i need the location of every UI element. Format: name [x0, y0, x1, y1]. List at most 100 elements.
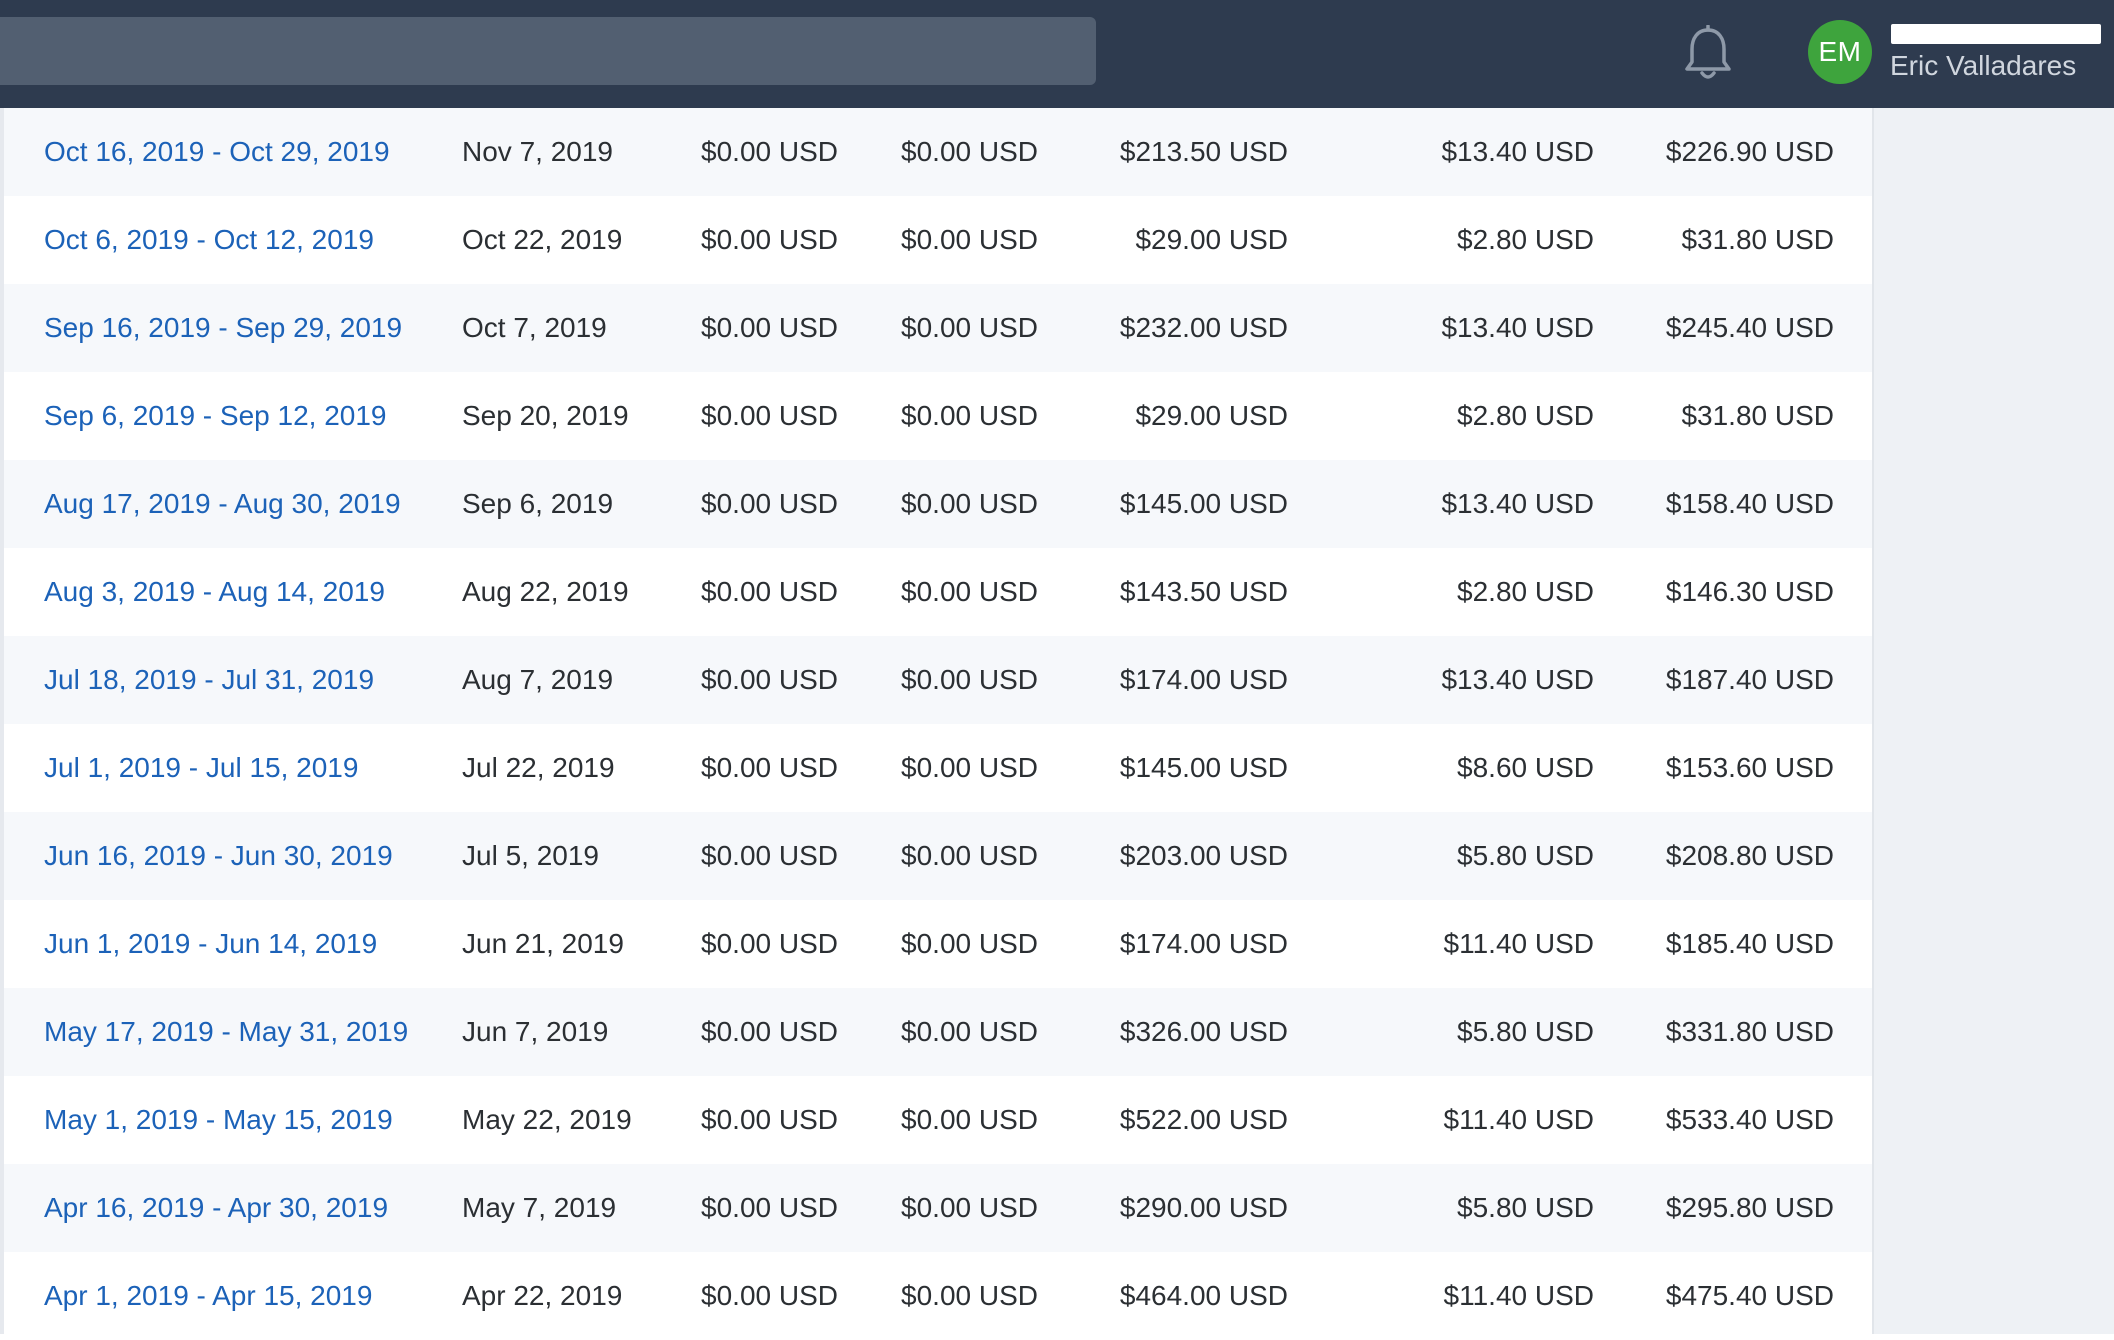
amount-col-2: $0.00 USD — [901, 312, 1038, 343]
amount-col-5: $187.40 USD — [1665, 664, 1834, 695]
pay-date: Jul 22, 2019 — [462, 752, 615, 783]
amount-col-4: $5.80 USD — [1457, 1192, 1594, 1223]
pay-date: Jul 5, 2019 — [462, 840, 599, 871]
table-row: Aug 17, 2019 - Aug 30, 2019 Sep 6, 2019 $0… — [4, 460, 1872, 548]
amount-col-3: $213.50 USD — [1119, 136, 1288, 167]
amount-col-5: $331.80 USD — [1665, 1016, 1834, 1047]
pay-period-link[interactable]: May 17, 2019 - May 31, 2019 — [44, 1016, 409, 1047]
amount-col-1: $0.00 USD — [701, 1104, 838, 1135]
pay-date: Sep 20, 2019 — [462, 400, 629, 431]
pay-period-link[interactable]: Oct 6, 2019 - Oct 12, 2019 — [44, 224, 374, 255]
amount-col-4: $2.80 USD — [1457, 224, 1594, 255]
amount-col-3: $145.00 USD — [1119, 488, 1288, 519]
amount-col-4: $5.80 USD — [1457, 840, 1594, 871]
amount-col-3: $290.00 USD — [1119, 1192, 1288, 1223]
pay-date: Jun 21, 2019 — [462, 928, 624, 959]
amount-col-3: $174.00 USD — [1119, 664, 1288, 695]
amount-col-4: $13.40 USD — [1441, 312, 1594, 343]
amount-col-2: $0.00 USD — [901, 752, 1038, 783]
right-panel — [1872, 108, 2114, 1334]
pay-date: May 7, 2019 — [462, 1192, 617, 1223]
pay-date: Nov 7, 2019 — [462, 136, 613, 167]
amount-col-2: $0.00 USD — [901, 664, 1038, 695]
table-row: Oct 6, 2019 - Oct 12, 2019 Oct 22, 2019 $0… — [4, 196, 1872, 284]
amount-col-5: $31.80 USD — [1681, 224, 1834, 255]
amount-col-1: $0.00 USD — [701, 1016, 838, 1047]
billing-table: Oct 16, 2019 - Oct 29, 2019 Nov 7, 2019 $0… — [4, 108, 1872, 1340]
table-row: Apr 16, 2019 - Apr 30, 2019 May 7, 2019 $0… — [4, 1164, 1872, 1252]
pay-period-link[interactable]: Aug 17, 2019 - Aug 30, 2019 — [44, 488, 401, 519]
amount-col-2: $0.00 USD — [901, 1192, 1038, 1223]
top-bar: EM Eric Valladares — [0, 0, 2114, 108]
amount-col-4: $2.80 USD — [1457, 400, 1594, 431]
amount-col-1: $0.00 USD — [701, 752, 838, 783]
pay-date: Sep 6, 2019 — [462, 488, 614, 519]
pay-period-link[interactable]: Jul 18, 2019 - Jul 31, 2019 — [44, 664, 375, 695]
amount-col-4: $13.40 USD — [1441, 136, 1594, 167]
amount-col-1: $0.00 USD — [701, 488, 838, 519]
amount-col-5: $208.80 USD — [1665, 840, 1834, 871]
amount-col-2: $0.00 USD — [901, 224, 1038, 255]
amount-col-5: $31.80 USD — [1681, 400, 1834, 431]
amount-col-5: $158.40 USD — [1665, 488, 1834, 519]
amount-col-5: $475.40 USD — [1665, 1280, 1834, 1311]
pay-period-link[interactable]: Jun 16, 2019 - Jun 30, 2019 — [44, 840, 393, 871]
pay-period-link[interactable]: Sep 6, 2019 - Sep 12, 2019 — [44, 400, 387, 431]
content-border — [0, 108, 4, 1334]
amount-col-2: $0.00 USD — [901, 1104, 1038, 1135]
amount-col-3: $29.00 USD — [1135, 224, 1288, 255]
bell-icon[interactable] — [1683, 24, 1733, 83]
amount-col-4: $11.40 USD — [1443, 1104, 1594, 1135]
table-row: May 17, 2019 - May 31, 2019 Jun 7, 2019 $0… — [4, 988, 1872, 1076]
amount-col-4: $5.80 USD — [1457, 1016, 1594, 1047]
pay-date: Aug 7, 2019 — [462, 664, 614, 695]
amount-col-2: $0.00 USD — [901, 928, 1038, 959]
search-input[interactable] — [0, 17, 1096, 85]
pay-date: Apr 22, 2019 — [462, 1280, 623, 1311]
amount-col-4: $11.40 USD — [1443, 928, 1594, 959]
amount-col-4: $8.60 USD — [1457, 752, 1594, 783]
amount-col-4: $11.40 USD — [1443, 1280, 1594, 1311]
amount-col-2: $0.00 USD — [901, 840, 1038, 871]
amount-col-4: $13.40 USD — [1441, 664, 1594, 695]
amount-col-3: $522.00 USD — [1119, 1104, 1288, 1135]
amount-col-3: $145.00 USD — [1119, 752, 1288, 783]
user-name[interactable]: Eric Valladares — [1890, 50, 2077, 81]
table-row: May 1, 2019 - May 15, 2019 May 22, 2019 $0… — [4, 1076, 1872, 1164]
amount-col-5: $533.40 USD — [1665, 1104, 1834, 1135]
pay-period-link[interactable]: Oct 16, 2019 - Oct 29, 2019 — [44, 136, 390, 167]
table-row: Jul 18, 2019 - Jul 31, 2019 Aug 7, 2019 $0… — [4, 636, 1872, 724]
pay-period-link[interactable]: Sep 16, 2019 - Sep 29, 2019 — [44, 312, 403, 343]
pay-period-link[interactable]: Jul 1, 2019 - Jul 15, 2019 — [44, 752, 359, 783]
pay-period-link[interactable]: Jun 1, 2019 - Jun 14, 2019 — [44, 928, 378, 959]
amount-col-2: $0.00 USD — [901, 1016, 1038, 1047]
pay-period-link[interactable]: Apr 16, 2019 - Apr 30, 2019 — [44, 1192, 389, 1223]
amount-col-5: $245.40 USD — [1665, 312, 1834, 343]
amount-col-3: $232.00 USD — [1119, 312, 1288, 343]
amount-col-5: $185.40 USD — [1665, 928, 1834, 959]
amount-col-3: $143.50 USD — [1119, 576, 1288, 607]
amount-col-2: $0.00 USD — [901, 400, 1038, 431]
pay-date: Jun 7, 2019 — [462, 1016, 609, 1047]
amount-col-1: $0.00 USD — [701, 664, 838, 695]
amount-col-4: $2.80 USD — [1457, 576, 1594, 607]
pay-period-link[interactable]: Apr 1, 2019 - Apr 15, 2019 — [44, 1280, 373, 1311]
table-row: Sep 16, 2019 - Sep 29, 2019 Oct 7, 2019 $0… — [4, 284, 1872, 372]
avatar[interactable]: EM — [1808, 20, 1872, 84]
table-row: Jun 1, 2019 - Jun 14, 2019 Jun 21, 2019 $0… — [4, 900, 1872, 988]
table-row: Jun 16, 2019 - Jun 30, 2019 Jul 5, 2019 $0… — [4, 812, 1872, 900]
amount-col-2: $0.00 USD — [901, 576, 1038, 607]
table-row: Sep 6, 2019 - Sep 12, 2019 Sep 20, 2019 $0… — [4, 372, 1872, 460]
amount-col-1: $0.00 USD — [701, 928, 838, 959]
table-row: Oct 16, 2019 - Oct 29, 2019 Nov 7, 2019 $0… — [4, 108, 1872, 196]
amount-col-5: $226.90 USD — [1665, 136, 1834, 167]
amount-col-2: $0.00 USD — [901, 488, 1038, 519]
amount-col-5: $295.80 USD — [1665, 1192, 1834, 1223]
pay-period-link[interactable]: May 1, 2019 - May 15, 2019 — [44, 1104, 393, 1135]
pay-date: Oct 7, 2019 — [462, 312, 607, 343]
amount-col-4: $13.40 USD — [1441, 488, 1594, 519]
pay-period-link[interactable]: Aug 3, 2019 - Aug 14, 2019 — [44, 576, 385, 607]
amount-col-3: $326.00 USD — [1119, 1016, 1288, 1047]
amount-col-1: $0.00 USD — [701, 1280, 838, 1311]
pay-date: Aug 22, 2019 — [462, 576, 629, 607]
